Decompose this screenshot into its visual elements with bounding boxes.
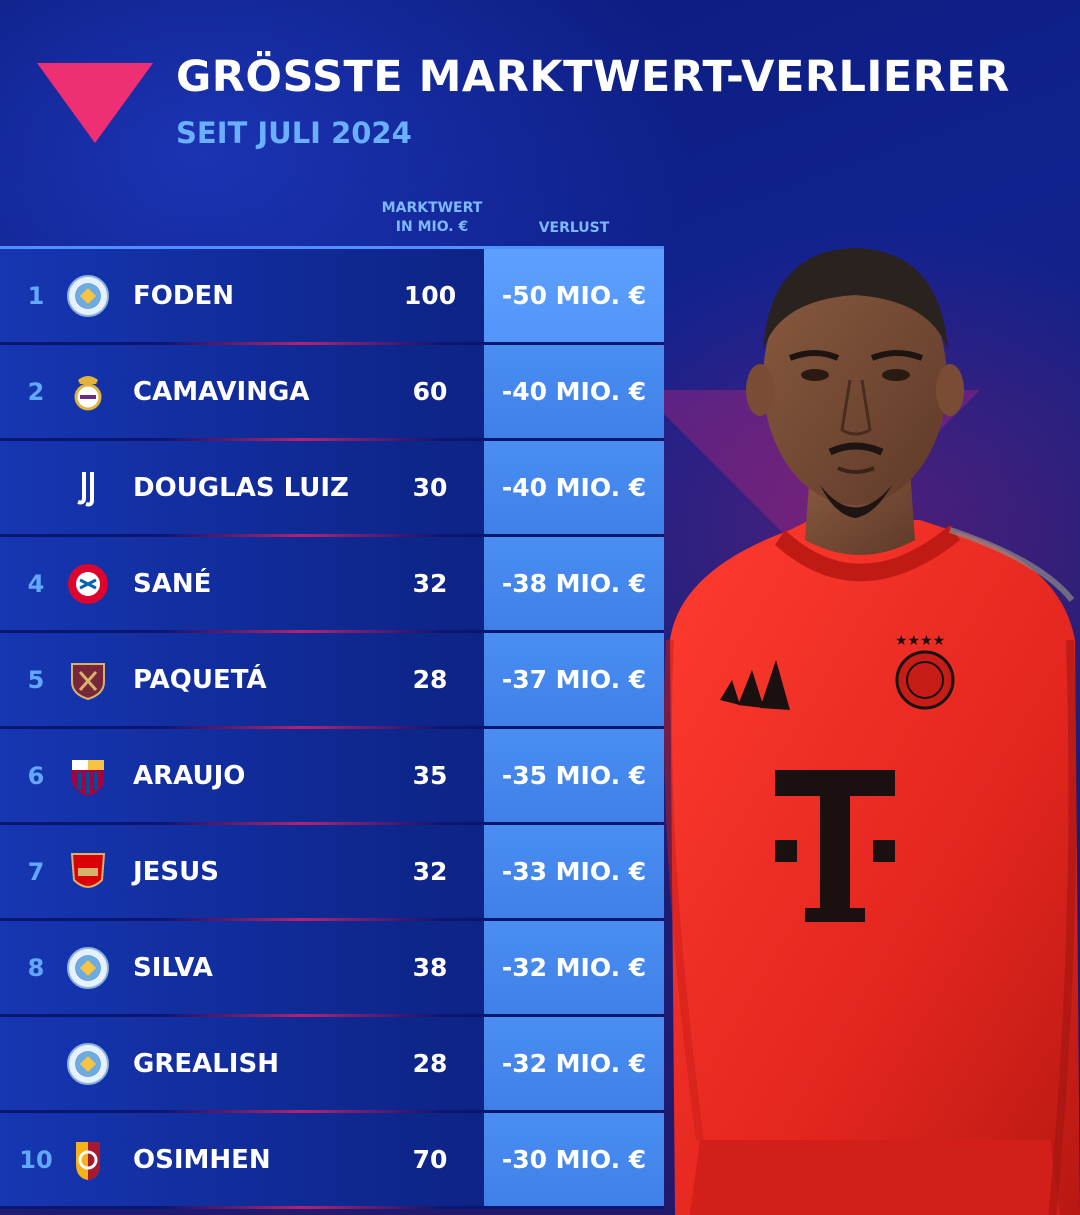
rank-number: 4: [27, 569, 45, 598]
player-photo: ★★★★: [664, 248, 1080, 1215]
table-row: 2 CAMAVINGA 60 -40 MIO. €: [0, 345, 664, 441]
market-value: 32: [412, 569, 448, 598]
market-value: 28: [412, 1049, 448, 1078]
row-main-cell: 7 JESUS 32: [0, 825, 484, 918]
rank-number: 7: [27, 857, 45, 886]
column-header-marktwert-line1: MARKTWERT: [381, 200, 483, 216]
manchester-city-crest-icon: [66, 274, 110, 318]
market-value: 28: [412, 665, 448, 694]
table-row: 1 FODEN 100 -50 MIO. €: [0, 249, 664, 345]
column-header-verlust: VERLUST: [538, 220, 610, 236]
loss-value: -50 MIO. €: [484, 249, 664, 342]
market-value: 100: [403, 281, 457, 310]
table-row: 7 JESUS 32 -33 MIO. €: [0, 825, 664, 921]
rank-number: 2: [27, 377, 45, 406]
market-value: 70: [412, 1145, 448, 1174]
arsenal-crest-icon: [66, 850, 110, 894]
table-row: 10 OSIMHEN 70 -30 MIO. €: [0, 1113, 664, 1209]
manchester-city-crest-icon: [66, 1042, 110, 1086]
table-top-rule: [0, 246, 664, 249]
player-name: ARAUJO: [133, 760, 246, 791]
market-value: 35: [412, 761, 448, 790]
ranking-table: 1 FODEN 100 -50 MIO. € 2 CAMAVINGA 60 -40 MIO. …: [0, 249, 664, 1209]
player-name: CAMAVINGA: [133, 376, 310, 407]
player-name: SANÉ: [133, 568, 212, 599]
svg-text:★★★★: ★★★★: [895, 633, 945, 649]
real-madrid-crest-icon: [66, 370, 110, 414]
table-row: 4 SANÉ 32 -38 MIO. €: [0, 537, 664, 633]
table-row: 6 ARAUJO 35 -35 MIO. €: [0, 729, 664, 825]
player-name: JESUS: [133, 856, 219, 887]
rank-number: 6: [27, 761, 45, 790]
table-row: 8 SILVA 38 -32 MIO. €: [0, 921, 664, 1017]
down-triangle-icon: [37, 63, 153, 143]
row-main-cell: 5 PAQUETÁ 28: [0, 633, 484, 726]
player-name: PAQUETÁ: [133, 664, 267, 695]
rank-number: 5: [27, 665, 45, 694]
column-header-marktwert-line2: IN MIO. €: [395, 219, 469, 235]
page-title: GRÖSSTE MARKTWERT-VERLIERER: [176, 52, 1010, 102]
row-main-cell: 8 SILVA 38: [0, 921, 484, 1014]
juventus-crest-icon: [66, 466, 110, 510]
player-name: OSIMHEN: [133, 1144, 271, 1175]
row-main-cell: GREALISH 28: [0, 1017, 484, 1110]
row-main-cell: 1 FODEN 100: [0, 249, 484, 342]
player-name: GREALISH: [133, 1048, 279, 1079]
page-subtitle: SEIT JULI 2024: [176, 116, 412, 150]
table-row: GREALISH 28 -32 MIO. €: [0, 1017, 664, 1113]
loss-value: -30 MIO. €: [484, 1113, 664, 1206]
market-value: 38: [412, 953, 448, 982]
loss-value: -40 MIO. €: [484, 441, 664, 534]
loss-value: -32 MIO. €: [484, 921, 664, 1014]
rank-number: 1: [27, 281, 45, 310]
loss-value: -40 MIO. €: [484, 345, 664, 438]
rank-number: 8: [27, 953, 45, 982]
market-value: 60: [412, 377, 448, 406]
loss-value: -33 MIO. €: [484, 825, 664, 918]
row-main-cell: 10 OSIMHEN 70: [0, 1113, 484, 1206]
rank-number: [16, 1017, 56, 1110]
row-main-cell: 4 SANÉ 32: [0, 537, 484, 630]
loss-value: -37 MIO. €: [484, 633, 664, 726]
player-name: FODEN: [133, 280, 234, 311]
barcelona-crest-icon: [66, 754, 110, 798]
rank-number: 10: [19, 1145, 53, 1174]
table-row: 5 PAQUETÁ 28 -37 MIO. €: [0, 633, 664, 729]
row-main-cell: DOUGLAS LUIZ 30: [0, 441, 484, 534]
loss-value: -35 MIO. €: [484, 729, 664, 822]
column-header-marktwert: MARKTWERT IN MIO. €: [372, 199, 492, 237]
player-name: SILVA: [133, 952, 213, 983]
loss-value: -32 MIO. €: [484, 1017, 664, 1110]
market-value: 30: [412, 473, 448, 502]
bayern-munich-crest-icon: [66, 562, 110, 606]
player-name: DOUGLAS LUIZ: [133, 472, 349, 503]
row-main-cell: 2 CAMAVINGA 60: [0, 345, 484, 438]
galatasaray-crest-icon: [66, 1138, 110, 1182]
market-value: 32: [412, 857, 448, 886]
loss-value: -38 MIO. €: [484, 537, 664, 630]
table-row: DOUGLAS LUIZ 30 -40 MIO. €: [0, 441, 664, 537]
rank-number: [16, 441, 56, 534]
manchester-city-crest-icon: [66, 946, 110, 990]
row-main-cell: 6 ARAUJO 35: [0, 729, 484, 822]
west-ham-crest-icon: [66, 658, 110, 702]
